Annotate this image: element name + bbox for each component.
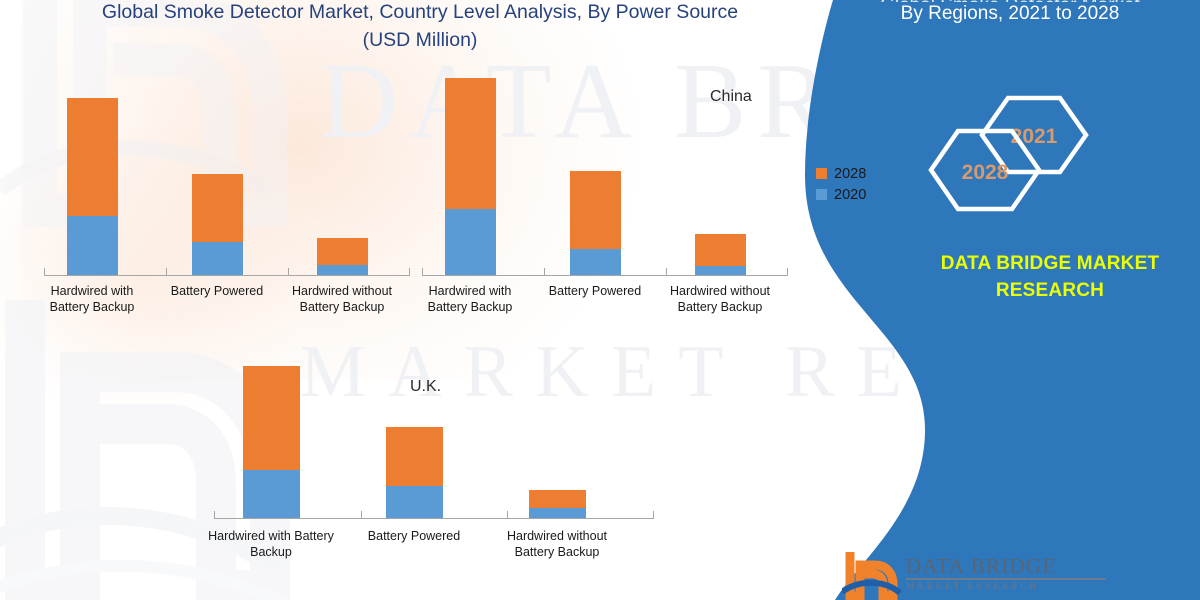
x-axis-tick bbox=[214, 511, 215, 518]
plot-area bbox=[214, 350, 654, 518]
x-axis-tick bbox=[507, 511, 509, 518]
x-axis-category-label: Battery Powered bbox=[367, 529, 461, 543]
x-axis-tick bbox=[44, 268, 45, 275]
bar-segment-2028[interactable] bbox=[528, 489, 586, 508]
panel-title: Global Smoke Detector Market By Regions,… bbox=[820, 0, 1200, 26]
hexagon-2028-shape bbox=[928, 128, 1042, 212]
bar-segment-2020[interactable] bbox=[694, 265, 746, 275]
x-axis-category-label: Hardwired with Battery Backup bbox=[427, 284, 513, 314]
x-axis-category-label: Battery Powered bbox=[548, 284, 642, 298]
footer-logo-tagline: MARKET RESEARCH bbox=[906, 581, 1039, 591]
bar-segment-2020[interactable] bbox=[191, 242, 243, 275]
panel-title-line: By Regions, 2021 to 2028 bbox=[900, 3, 1120, 24]
hexagon-badges: 2021 2028 bbox=[928, 95, 1089, 212]
x-axis-tick bbox=[666, 268, 667, 275]
legend-label-2020: 2020 bbox=[834, 186, 867, 203]
bar-segment-2028[interactable] bbox=[569, 170, 621, 249]
legend-swatch-2020 bbox=[816, 189, 827, 200]
x-axis-tick bbox=[166, 268, 167, 275]
bar-segment-2020[interactable] bbox=[385, 485, 443, 518]
x-axis-tick bbox=[787, 268, 788, 275]
hexagon-2021-shape bbox=[979, 95, 1089, 175]
right-blue-panel bbox=[805, 0, 1200, 600]
bar-segment-2028[interactable] bbox=[694, 233, 746, 266]
footer-logo: DATA BRIDGE MARKET RESEARCH bbox=[840, 550, 1142, 600]
x-axis-tick bbox=[409, 268, 410, 275]
page-title-line-2: (USD Million) bbox=[362, 29, 478, 51]
chart-legend: 2028 2020 bbox=[816, 163, 866, 205]
footer-logo-divider bbox=[906, 578, 1106, 580]
stacked-bar[interactable] bbox=[569, 170, 621, 275]
stacked-bar[interactable] bbox=[385, 427, 443, 518]
x-axis-category-label: Hardwired without Battery Backup bbox=[291, 284, 393, 314]
stacked-bar[interactable] bbox=[316, 237, 368, 275]
x-axis-category-label: Hardwired without Battery Backup bbox=[506, 529, 608, 559]
footer-logo-name: DATA BRIDGE bbox=[906, 554, 1057, 578]
bar-segment-2020[interactable] bbox=[569, 248, 621, 275]
brand-line-1: DATA BRIDGE MARKET bbox=[940, 253, 1160, 274]
plot-area bbox=[422, 60, 788, 275]
chart-china: China Hardwired with Battery Backup Batter… bbox=[414, 60, 808, 350]
stacked-bar[interactable] bbox=[242, 366, 300, 518]
chart-title-uk: U.K. bbox=[410, 378, 442, 395]
page-title-line-1: Global Smoke Detector Market, Country Le… bbox=[101, 1, 739, 23]
x-axis-line bbox=[44, 275, 410, 276]
brand-name: DATA BRIDGE MARKET RESEARCH bbox=[900, 250, 1200, 304]
stacked-bar[interactable] bbox=[694, 233, 746, 275]
bar-segment-2028[interactable] bbox=[66, 97, 118, 216]
legend-item-2020[interactable]: 2020 bbox=[816, 184, 866, 205]
legend-label-2028: 2028 bbox=[834, 165, 867, 182]
x-axis-line bbox=[422, 275, 788, 276]
stacked-bar[interactable] bbox=[66, 97, 118, 275]
bar-segment-2028[interactable] bbox=[316, 237, 368, 266]
bar-segment-2020[interactable] bbox=[66, 215, 118, 275]
x-axis-tick bbox=[653, 511, 654, 518]
x-axis-category-label: Hardwired with Battery Backup bbox=[208, 529, 334, 559]
stacked-bar[interactable] bbox=[528, 489, 586, 518]
legend-item-2028[interactable]: 2028 bbox=[816, 163, 866, 184]
bar-segment-2020[interactable] bbox=[528, 507, 586, 518]
panel-title-clipped-line: Global Smoke Detector Market bbox=[820, 0, 1200, 2]
hexagon-2028-label: 2028 bbox=[962, 161, 1009, 184]
x-axis-tick bbox=[422, 268, 423, 275]
stacked-bar[interactable] bbox=[191, 173, 243, 275]
legend-swatch-2028 bbox=[816, 168, 827, 179]
bar-segment-2028[interactable] bbox=[191, 173, 243, 243]
bar-segment-2028[interactable] bbox=[242, 366, 300, 470]
bar-segment-2020[interactable] bbox=[444, 208, 496, 275]
chart-global: Hardwired with Battery Backup Battery Pow… bbox=[34, 80, 420, 350]
page-title: Global Smoke Detector Market, Country Le… bbox=[40, 0, 800, 54]
x-axis-category-label: Hardwired with Battery Backup bbox=[49, 284, 135, 314]
chart-title-china: China bbox=[710, 88, 752, 105]
bar-segment-2028[interactable] bbox=[385, 427, 443, 486]
bar-segment-2020[interactable] bbox=[242, 469, 300, 518]
x-axis-tick bbox=[544, 268, 545, 275]
bar-segment-2028[interactable] bbox=[444, 78, 496, 209]
x-axis-tick bbox=[288, 268, 289, 275]
x-axis-category-label: Battery Powered bbox=[170, 284, 264, 298]
x-axis-category-label: Hardwired without Battery Backup bbox=[669, 284, 771, 314]
x-axis-line bbox=[214, 518, 654, 519]
bridge-logo-icon bbox=[840, 550, 902, 600]
stacked-bar[interactable] bbox=[444, 78, 496, 275]
chart-uk: U.K. Hardwired with Battery Backup Battery… bbox=[206, 350, 668, 600]
x-axis-tick bbox=[360, 511, 362, 518]
plot-area bbox=[44, 80, 410, 275]
bar-segment-2020[interactable] bbox=[316, 265, 368, 275]
brand-line-2: RESEARCH bbox=[995, 280, 1105, 301]
